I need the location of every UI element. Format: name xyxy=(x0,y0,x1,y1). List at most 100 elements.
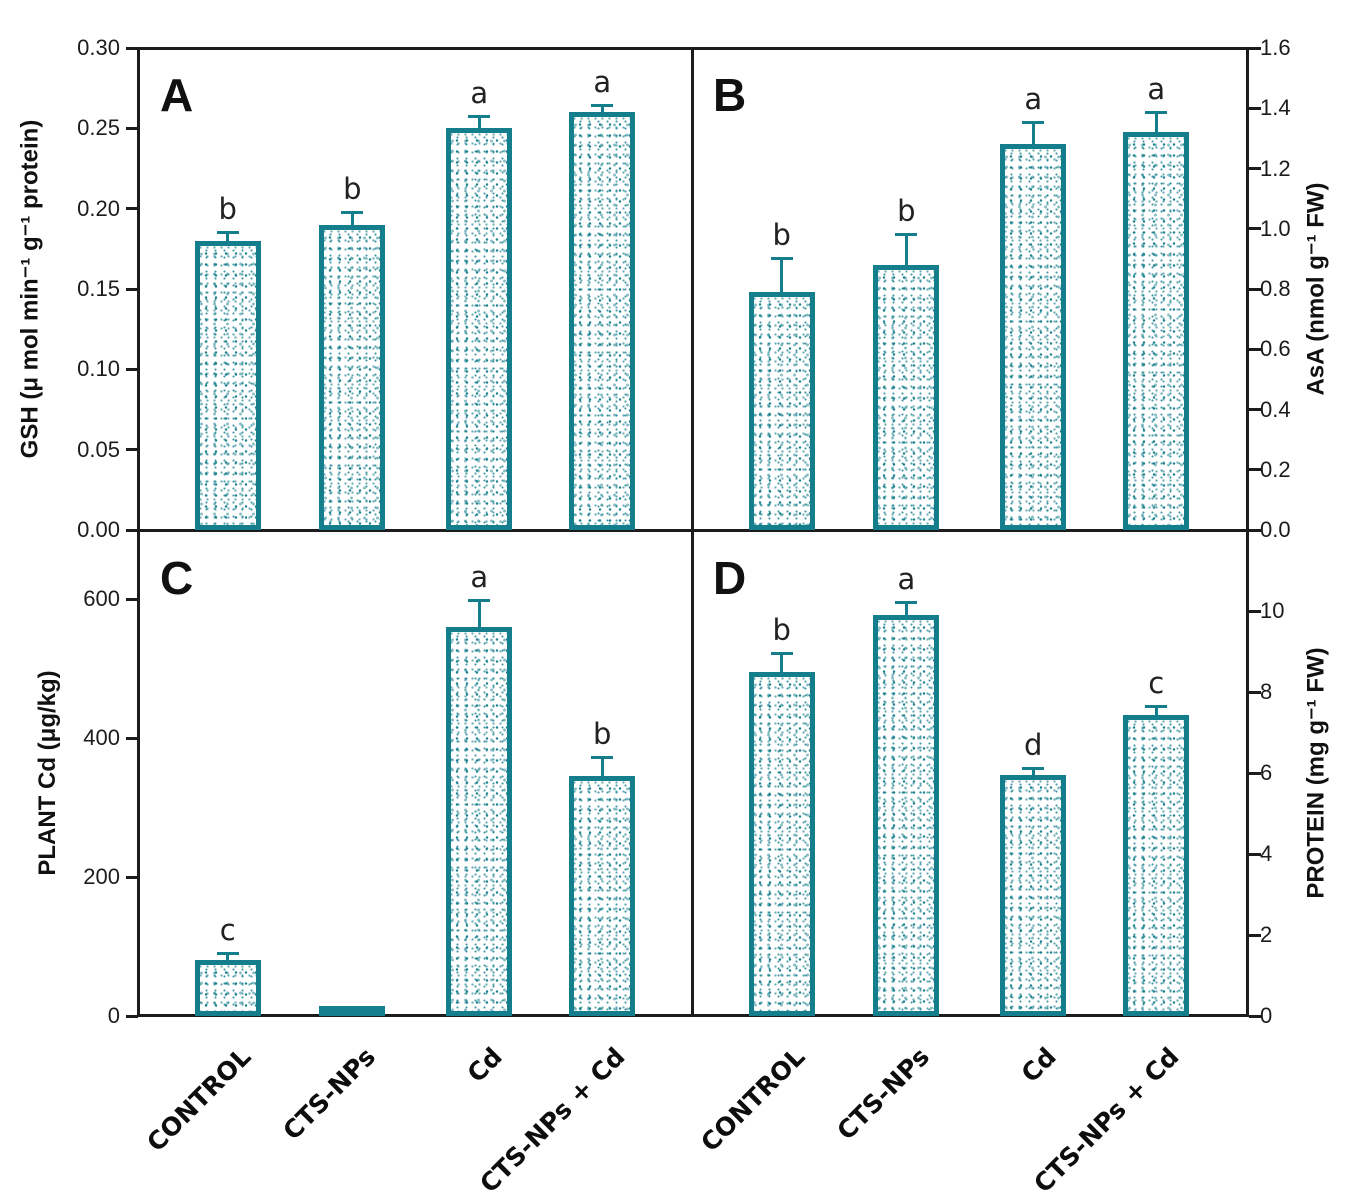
error-bar-line xyxy=(477,600,481,628)
y-tick-label: 0.20 xyxy=(77,195,120,221)
error-bar-line xyxy=(477,117,481,129)
y-tick-mark xyxy=(1249,46,1261,50)
error-bar-cap xyxy=(216,230,239,234)
left-y-axis-line xyxy=(137,47,140,1017)
y-tick-mark xyxy=(126,287,138,291)
y-tick-label: 0.15 xyxy=(77,276,120,301)
error-bar-line xyxy=(350,213,354,225)
y-tick-mark xyxy=(1249,287,1261,291)
y-tick-mark xyxy=(1249,106,1261,110)
bar-c-1 xyxy=(319,1006,386,1016)
significance-letter: b xyxy=(218,191,237,226)
bar-c-0 xyxy=(194,959,261,1016)
error-bar-cap xyxy=(1022,121,1045,125)
y-axis-title-plant-cd: PLANT Cd (μg/kg) xyxy=(34,670,61,876)
error-bar-cap xyxy=(1145,705,1168,709)
y-tick-mark xyxy=(1249,933,1261,937)
error-bar-line xyxy=(1154,707,1158,716)
y-tick-mark xyxy=(126,528,138,532)
panel-letter-d: D xyxy=(713,552,747,604)
bar-b-3 xyxy=(1123,132,1190,530)
y-tick-label: 600 xyxy=(83,586,120,612)
error-bar-cap xyxy=(591,755,614,759)
bar-a-0 xyxy=(194,240,261,530)
error-bar-cap xyxy=(591,103,614,107)
bar-c-2 xyxy=(446,627,513,1016)
y-tick-label: 0.8 xyxy=(1260,276,1291,301)
y-tick-mark xyxy=(1249,1014,1261,1018)
bar-a-3 xyxy=(569,112,636,530)
y-tick-label: 0 xyxy=(1260,1003,1273,1028)
y-tick-label: 400 xyxy=(83,725,120,751)
y-tick-label: 0.00 xyxy=(77,517,120,542)
y-tick-label: 0.2 xyxy=(1260,456,1291,482)
y-tick-label: 6 xyxy=(1260,760,1273,785)
error-bar-cap xyxy=(770,651,793,655)
error-bar-cap xyxy=(468,598,491,602)
y-tick-mark xyxy=(126,46,138,50)
bar-b-1 xyxy=(873,264,940,530)
significance-letter: a xyxy=(1024,82,1043,117)
significance-letter: a xyxy=(593,64,612,99)
bar-a-2 xyxy=(446,128,513,530)
y-tick-label: 1.4 xyxy=(1260,95,1291,121)
bar-c-3 xyxy=(569,776,636,1016)
y-tick-mark xyxy=(1249,468,1261,472)
y-tick-label: 0.30 xyxy=(77,35,120,60)
error-bar-line xyxy=(904,602,908,616)
error-bar-line xyxy=(1031,123,1035,145)
significance-letter: b xyxy=(897,193,916,228)
y-tick-label: 0.0 xyxy=(1260,517,1291,542)
bar-a-1 xyxy=(319,224,386,530)
error-bar-line xyxy=(226,232,230,241)
x-tick-label: CONTROL xyxy=(140,1042,257,1158)
y-tick-label: 1.2 xyxy=(1260,155,1291,181)
y-tick-label: 2 xyxy=(1260,922,1273,947)
significance-letter: a xyxy=(1147,71,1166,106)
y-tick-label: 8 xyxy=(1260,679,1273,704)
x-tick-label: Cd xyxy=(1015,1042,1062,1089)
y-tick-label: 0.6 xyxy=(1260,336,1291,362)
significance-letter: b xyxy=(593,716,612,751)
y-tick-label: 0.25 xyxy=(77,115,120,141)
x-tick-label: CONTROL xyxy=(694,1042,811,1158)
significance-letter: b xyxy=(772,217,791,252)
error-bar-line xyxy=(780,258,784,292)
error-bar-cap xyxy=(895,600,918,604)
y-tick-label: 0.05 xyxy=(77,436,120,462)
x-tick-label: CTS-NPs xyxy=(831,1042,935,1146)
y-tick-mark xyxy=(1249,771,1261,775)
bar-b-0 xyxy=(748,292,815,530)
bar-d-1 xyxy=(873,615,940,1016)
error-bar-line xyxy=(1154,112,1158,133)
bar-d-2 xyxy=(1000,775,1067,1016)
error-bar-cap xyxy=(895,232,918,236)
error-bar-line xyxy=(600,105,604,113)
x-tick-label: Cd xyxy=(461,1042,508,1089)
y-tick-mark xyxy=(126,875,138,879)
significance-letter: a xyxy=(470,559,489,594)
error-bar-cap xyxy=(341,211,364,215)
y-tick-label: 10 xyxy=(1260,598,1285,623)
y-tick-mark xyxy=(126,597,138,601)
y-tick-label: 200 xyxy=(83,864,120,890)
y-tick-label: 1.0 xyxy=(1260,215,1291,241)
error-bar-cap xyxy=(216,951,239,955)
y-tick-label: 4 xyxy=(1260,841,1273,866)
significance-letter: a xyxy=(470,76,489,111)
significance-letter: a xyxy=(897,561,916,596)
error-bar-cap xyxy=(468,115,491,119)
error-bar-line xyxy=(1031,768,1035,775)
significance-letter: b xyxy=(772,612,791,647)
y-tick-mark xyxy=(126,367,138,371)
error-bar-line xyxy=(226,953,230,960)
significance-letter: b xyxy=(343,172,362,207)
y-tick-label: 0.4 xyxy=(1260,396,1291,422)
panel-letter-b: B xyxy=(713,69,747,121)
y-tick-mark xyxy=(126,207,138,211)
panel-vertical-divider xyxy=(691,47,694,1017)
y-tick-label: 1.6 xyxy=(1260,35,1291,60)
error-bar-cap xyxy=(770,256,793,260)
error-bar-cap xyxy=(1145,110,1168,114)
